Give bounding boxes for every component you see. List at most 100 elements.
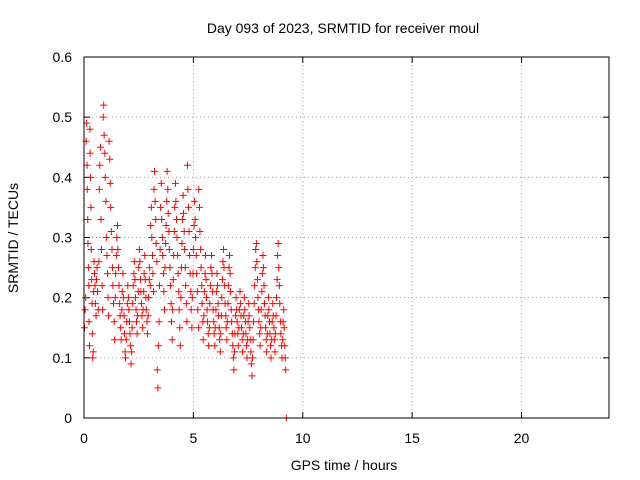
data-point xyxy=(133,318,140,326)
data-point xyxy=(210,330,218,338)
data-point xyxy=(230,366,238,374)
data-point xyxy=(254,294,262,302)
data-point xyxy=(127,360,135,368)
data-point xyxy=(248,354,256,362)
data-point xyxy=(190,221,198,229)
data-point xyxy=(273,294,280,302)
y-axis-label: SRMTID / TECUs xyxy=(5,183,21,293)
data-point xyxy=(85,318,93,326)
x-tick-labels: 0 5 10 15 20 xyxy=(80,430,529,446)
data-point xyxy=(126,330,134,338)
data-point xyxy=(100,101,108,109)
data-point xyxy=(141,252,149,260)
data-point xyxy=(211,342,219,350)
data-point xyxy=(171,179,179,187)
data-point xyxy=(243,342,251,350)
data-point xyxy=(191,215,199,223)
data-point xyxy=(83,185,91,193)
data-point xyxy=(256,342,264,350)
data-point xyxy=(155,282,163,290)
data-point xyxy=(236,300,244,308)
data-point xyxy=(189,246,197,254)
data-point xyxy=(154,384,162,392)
data-point xyxy=(190,197,198,205)
data-point xyxy=(229,354,237,362)
data-point xyxy=(274,240,282,248)
data-point xyxy=(238,324,245,332)
data-point xyxy=(112,270,120,278)
data-point xyxy=(182,300,190,308)
data-point xyxy=(119,270,127,278)
data-point xyxy=(281,342,289,350)
data-point xyxy=(158,215,166,223)
data-point xyxy=(249,336,257,344)
data-point xyxy=(279,336,287,344)
data-point xyxy=(93,264,101,272)
data-point xyxy=(156,246,164,254)
data-point xyxy=(95,185,103,193)
data-point xyxy=(173,215,181,223)
data-point xyxy=(138,312,146,320)
data-point xyxy=(215,324,223,332)
data-point xyxy=(162,221,170,229)
data-point xyxy=(275,282,283,290)
data-point xyxy=(128,324,136,332)
data-point xyxy=(276,300,284,308)
data-point xyxy=(204,318,212,326)
data-point xyxy=(92,276,100,284)
data-point xyxy=(92,312,100,320)
data-point xyxy=(194,324,202,332)
data-point xyxy=(179,191,187,199)
data-point xyxy=(183,161,191,169)
data-point xyxy=(197,264,205,272)
data-point xyxy=(265,306,273,314)
data-point xyxy=(222,312,230,320)
data-point xyxy=(121,348,129,356)
data-point xyxy=(250,300,258,308)
data-point xyxy=(160,288,168,296)
data-point xyxy=(152,240,160,248)
data-point xyxy=(205,342,213,350)
data-point xyxy=(109,282,117,290)
data-point xyxy=(269,300,277,308)
data-point xyxy=(270,336,278,344)
data-point xyxy=(274,252,282,260)
data-point xyxy=(185,227,193,235)
data-point xyxy=(206,282,214,290)
data-point xyxy=(96,161,104,169)
data-point xyxy=(255,318,263,326)
data-point xyxy=(170,227,178,235)
y-tick-label: 0.2 xyxy=(53,290,73,306)
data-point xyxy=(193,270,201,278)
data-point xyxy=(154,342,162,350)
data-point xyxy=(161,306,168,314)
data-point xyxy=(252,240,260,248)
data-point xyxy=(177,294,185,302)
data-point xyxy=(143,318,151,326)
data-point xyxy=(157,179,165,187)
data-point xyxy=(174,252,182,260)
data-point xyxy=(133,330,141,338)
data-point xyxy=(178,215,186,223)
data-point xyxy=(279,318,287,326)
data-point xyxy=(198,282,206,290)
data-point xyxy=(227,288,235,296)
data-point xyxy=(188,324,196,332)
data-point xyxy=(98,282,106,290)
data-point xyxy=(166,264,174,272)
data-point xyxy=(210,318,218,326)
data-point xyxy=(253,258,261,266)
data-point xyxy=(91,282,99,290)
data-point xyxy=(271,348,279,356)
data-point xyxy=(127,342,135,350)
data-point xyxy=(99,306,107,314)
data-point xyxy=(223,336,231,344)
data-point xyxy=(118,306,126,314)
data-point xyxy=(196,203,203,211)
y-tick-label: 0.6 xyxy=(53,49,73,65)
data-point xyxy=(187,306,195,314)
data-point xyxy=(140,270,148,278)
data-point xyxy=(145,276,153,284)
data-point xyxy=(246,324,254,332)
data-point xyxy=(148,234,156,241)
